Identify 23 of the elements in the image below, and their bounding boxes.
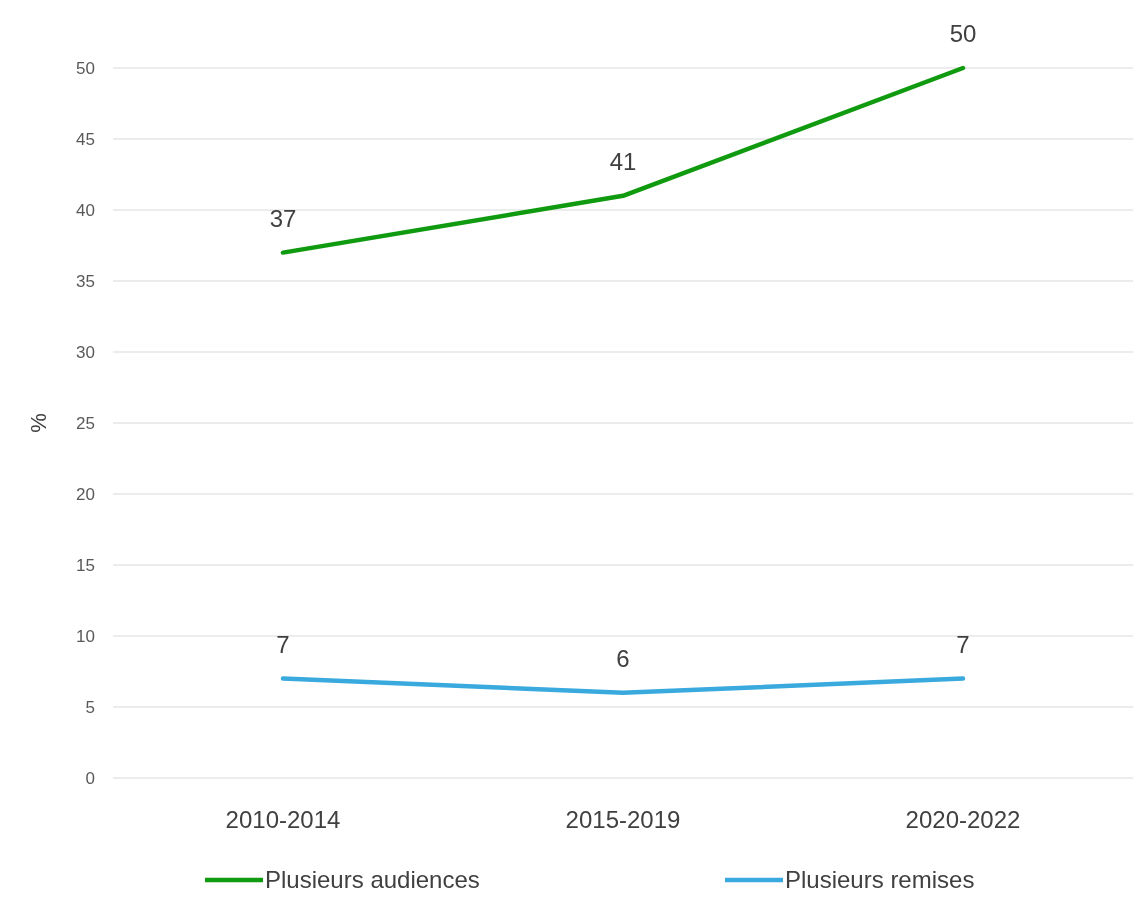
- legend-label: Plusieurs audiences: [265, 866, 480, 893]
- data-label: 37: [269, 204, 297, 232]
- y-tick-label: 5: [85, 697, 95, 717]
- y-tick-label: 40: [76, 200, 95, 220]
- x-tick-label: 2020-2022: [905, 806, 1021, 833]
- data-label: 41: [609, 147, 637, 175]
- y-tick-label: 35: [76, 271, 95, 291]
- y-tick-label: 50: [76, 58, 95, 78]
- data-label: 6: [616, 644, 630, 672]
- y-axis-title: %: [26, 413, 51, 433]
- y-tick-label: 25: [76, 413, 95, 433]
- y-tick-label: 0: [85, 768, 95, 788]
- y-tick-label: 30: [76, 342, 95, 362]
- data-label: 7: [276, 630, 290, 658]
- x-tick-label: 2010-2014: [225, 806, 341, 833]
- y-tick-label: 15: [76, 555, 95, 575]
- x-tick-label: 2015-2019: [565, 806, 681, 833]
- data-label: 7: [956, 630, 970, 658]
- data-label: 50: [949, 20, 977, 47]
- y-tick-label: 20: [76, 484, 95, 504]
- y-tick-label: 45: [76, 129, 95, 149]
- y-tick-label: 10: [76, 626, 95, 646]
- legend-label: Plusieurs remises: [785, 866, 975, 893]
